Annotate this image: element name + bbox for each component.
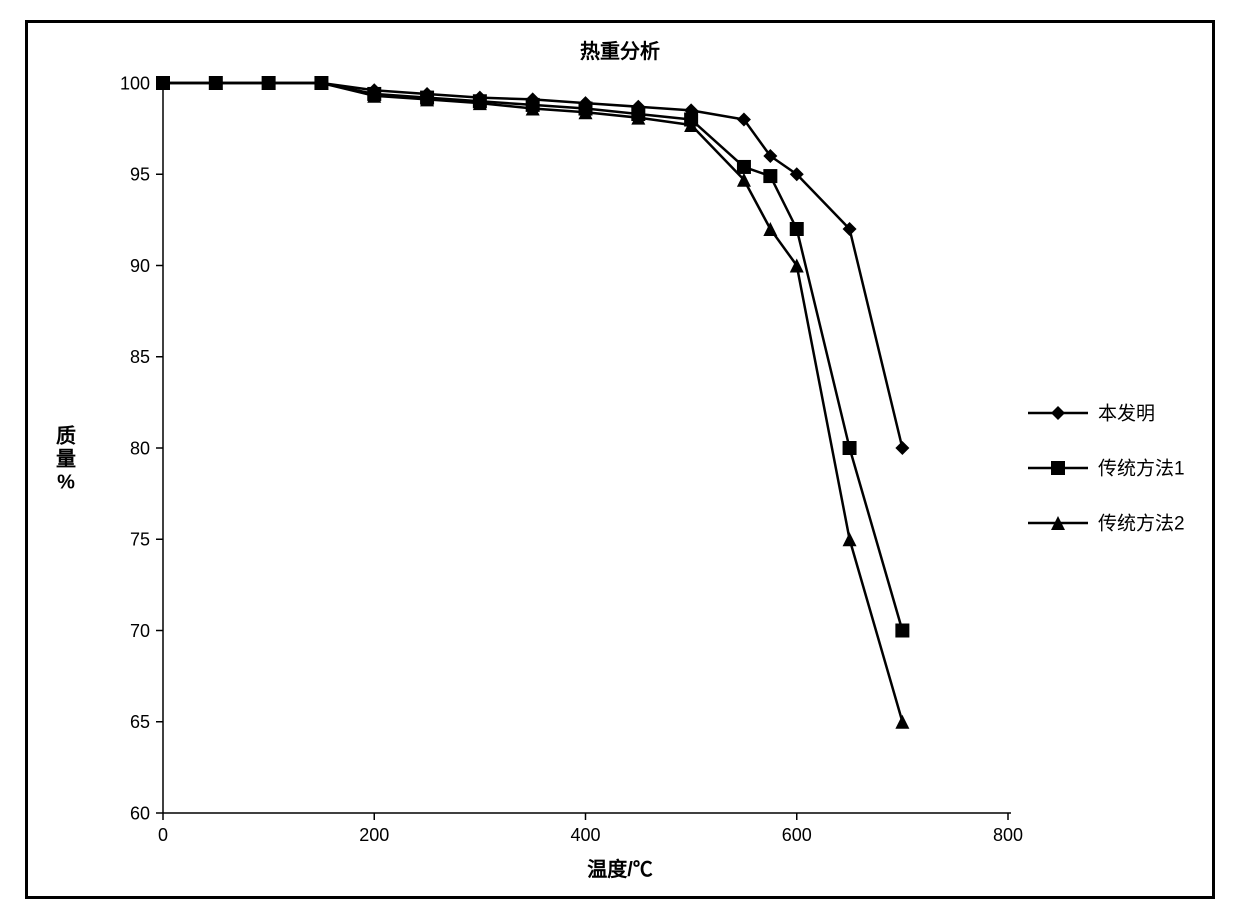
square-marker [737, 160, 751, 174]
square-marker [763, 169, 777, 183]
y-tick-label: 75 [130, 530, 150, 550]
diamond-marker [1051, 406, 1065, 420]
legend-label: 传统方法1 [1098, 458, 1185, 480]
square-marker [895, 624, 909, 638]
x-tick-label: 400 [570, 825, 600, 845]
triangle-marker [763, 222, 777, 236]
x-tick-label: 800 [993, 825, 1023, 845]
triangle-marker [895, 715, 909, 729]
y-tick-label: 80 [130, 438, 150, 458]
y-tick-label: 70 [130, 621, 150, 641]
figure-container: 热重分析 质量% 温度/℃ 02004006008006065707580859… [0, 0, 1240, 919]
series-line-s3 [163, 83, 902, 722]
x-tick-label: 200 [359, 825, 389, 845]
triangle-marker [843, 532, 857, 546]
y-tick-label: 65 [130, 712, 150, 732]
chart-svg: 0 200 400 600 800 60 65 70 75 80 85 90 95 100 本发明传统方法1… [28, 23, 1212, 896]
y-tick-label: 85 [130, 347, 150, 367]
square-marker [1051, 461, 1065, 475]
chart-frame: 热重分析 质量% 温度/℃ 02004006008006065707580859… [25, 20, 1215, 899]
y-tick-label: 100 [120, 73, 150, 93]
diamond-marker [895, 441, 909, 455]
x-tick-label: 600 [782, 825, 812, 845]
square-marker [843, 441, 857, 455]
x-tick-label: 0 [158, 825, 168, 845]
y-tick-label: 90 [130, 256, 150, 276]
legend-label: 本发明 [1098, 403, 1155, 425]
y-tick-label: 95 [130, 165, 150, 185]
square-marker [790, 222, 804, 236]
y-tick-label: 60 [130, 803, 150, 823]
series-line-s1 [163, 83, 902, 448]
legend-label: 传统方法2 [1098, 513, 1185, 535]
series-line-s2 [163, 83, 902, 631]
